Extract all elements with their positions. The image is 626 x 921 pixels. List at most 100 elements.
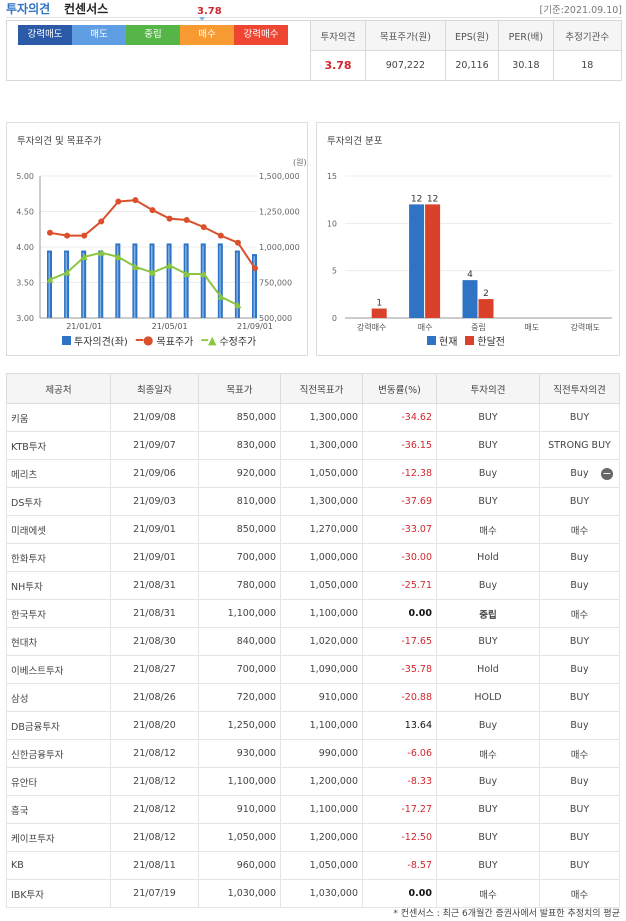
target-price: 1,250,000 — [198, 711, 281, 740]
change-rate: -37.69 — [362, 487, 437, 516]
target-price: 780,000 — [198, 571, 281, 600]
table-row: 유안타 21/08/12 1,100,000 1,200,000 -8.33 Buy Buy — [6, 767, 620, 796]
change-rate: -17.65 — [362, 627, 437, 656]
target-price: 700,000 — [198, 655, 281, 684]
opinion: Buy — [436, 767, 540, 796]
change-rate: -34.62 — [362, 403, 437, 432]
summary-header: 추정기관수 — [552, 20, 623, 51]
adjusted-price-point — [131, 263, 139, 270]
last-date: 21/08/27 — [110, 655, 199, 684]
target-price-point — [183, 217, 190, 224]
broker-name: 키움 — [6, 403, 111, 432]
target-price-point — [166, 215, 173, 222]
table-row: 한국투자 21/08/31 1,100,000 1,100,000 0.00 중립 매수 — [6, 599, 620, 628]
target-price: 850,000 — [198, 403, 281, 432]
opinion-marker-value: 3.78 — [197, 6, 222, 17]
minus-circle-icon[interactable]: − — [601, 467, 613, 480]
adjusted-price-line — [49, 251, 239, 307]
table-row: 한화투자 21/09/01 700,000 1,000,000 -30.00 Hold Bu… — [6, 543, 620, 572]
opinion: 중립 — [436, 599, 540, 628]
prev-opinion: BUY — [539, 627, 620, 656]
table-row: 현대차 21/08/30 840,000 1,020,000 -17.65 BUY BUY — [6, 627, 620, 656]
prev-target-price: 1,300,000 — [280, 487, 363, 516]
prev-opinion: Buy − — [539, 459, 620, 488]
table-row: KB 21/08/11 960,000 1,050,000 -8.57 BUY BUY — [6, 851, 620, 880]
prev-opinion: BUY — [539, 403, 620, 432]
column-header[interactable]: 직전투자의견 — [539, 373, 620, 404]
y-tick-label: 10 — [327, 219, 337, 228]
legend-item: ━● 목표주가 — [136, 333, 194, 348]
opinion: BUY — [436, 403, 540, 432]
prev-target-price: 1,100,000 — [280, 711, 363, 740]
broker-name: 미래에셋 — [6, 515, 111, 544]
change-rate: 13.64 — [362, 711, 437, 740]
chart-legend: 투자의견(좌) ━● 목표주가 ━▲ 수정주가 — [62, 333, 256, 348]
table-row: DS투자 21/09/03 810,000 1,300,000 -37.69 BUY BUY — [6, 487, 620, 516]
prev-opinion: BUY — [539, 795, 620, 824]
broker-name: 메리츠 — [6, 459, 111, 488]
opinion-scale-box — [6, 20, 310, 81]
opinion-target-chart-panel: 투자의견 및 목표주가 5.00 4.50 4.00 3.50 3.00 1,500,00… — [6, 122, 308, 356]
broker-name: 삼성 — [6, 683, 111, 712]
table-row: 이베스트투자 21/08/27 700,000 1,090,000 -35.78 Hold… — [6, 655, 620, 684]
prev-target-price: 1,200,000 — [280, 767, 363, 796]
opinion: Hold — [436, 655, 540, 684]
y-right-tick-label: 1,000,000 — [259, 243, 300, 252]
legend-label: 투자의견(좌) — [74, 337, 128, 348]
table-row: 키움 21/09/08 850,000 1,300,000 -34.62 BUY BUY — [6, 403, 620, 432]
prev-opinion: 매수 — [539, 739, 620, 768]
summary-eps: 20,116 — [444, 50, 500, 81]
target-price-point — [64, 232, 71, 239]
table-row: 신한금융투자 21/08/12 930,000 990,000 -6.06 매수 매수 — [6, 739, 620, 768]
target-price: 840,000 — [198, 627, 281, 656]
y-right-axis-label: (원) — [293, 158, 307, 167]
x-tick-label: 21/09/01 — [237, 322, 273, 331]
scale-strong-sell: 강력매도 — [18, 25, 72, 45]
legend-bar-icon — [62, 336, 71, 345]
last-date: 21/08/20 — [110, 711, 199, 740]
summary-header: 목표주가(원) — [365, 20, 446, 51]
chart-title: 투자의견 및 목표주가 — [17, 136, 102, 147]
distribution-bar — [425, 204, 441, 318]
last-date: 21/08/30 — [110, 627, 199, 656]
column-header[interactable]: 직전목표가 — [280, 373, 363, 404]
target-price: 850,000 — [198, 515, 281, 544]
opinion-bar-highlight — [151, 245, 153, 318]
last-date: 21/07/19 — [110, 879, 199, 908]
target-price: 1,030,000 — [198, 879, 281, 908]
table-row: 흥국 21/08/12 910,000 1,100,000 -17.27 BUY BUY — [6, 795, 620, 824]
opinion-bar-highlight — [168, 245, 170, 318]
change-rate: -36.15 — [362, 431, 437, 460]
prev-opinion: STRONG BUY — [539, 431, 620, 460]
column-header[interactable]: 변동률(%) — [362, 373, 437, 404]
broker-name: NH투자 — [6, 571, 111, 600]
prev-target-price: 1,100,000 — [280, 795, 363, 824]
summary-opinion-value: 3.78 — [309, 50, 367, 81]
legend-label: 현재 — [439, 337, 458, 348]
legend-label: 한달전 — [477, 337, 506, 348]
opinion-bar-highlight — [202, 245, 204, 318]
column-header[interactable]: 제공처 — [6, 373, 111, 404]
legend-bar-icon — [427, 336, 436, 345]
prev-opinion: BUY — [539, 683, 620, 712]
last-date: 21/09/03 — [110, 487, 199, 516]
adjusted-price-point — [46, 276, 54, 283]
legend-item: 한달전 — [465, 333, 505, 348]
column-header[interactable]: 최종일자 — [110, 373, 199, 404]
opinion-distribution-chart: 15 10 5 0 강력매수 1 매수 12 12 중립 42 매도 강력매도 — [327, 172, 612, 332]
target-price: 1,100,000 — [198, 599, 281, 628]
distribution-bar — [462, 280, 478, 318]
legend-item: 투자의견(좌) — [62, 333, 128, 348]
opinion: BUY — [436, 627, 540, 656]
change-rate: -20.88 — [362, 683, 437, 712]
y-left-tick-label: 3.00 — [16, 314, 34, 323]
last-date: 21/09/08 — [110, 403, 199, 432]
prev-target-price: 1,020,000 — [280, 627, 363, 656]
column-header[interactable]: 투자의견 — [436, 373, 540, 404]
broker-name: KB — [6, 851, 111, 880]
table-row: 케이프투자 21/08/12 1,050,000 1,200,000 -12.50 BUY… — [6, 823, 620, 852]
y-right-tick-label: 500,000 — [259, 314, 292, 323]
legend-line-triangle-icon: ━▲ — [201, 334, 217, 347]
x-tick-label: 중립 — [471, 323, 486, 332]
column-header[interactable]: 목표가 — [198, 373, 281, 404]
